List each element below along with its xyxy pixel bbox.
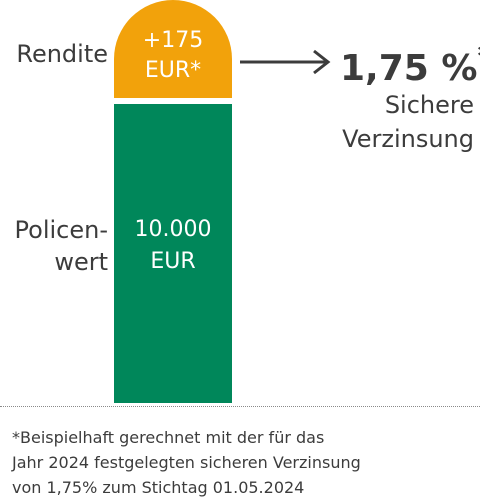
rendite-amount-unit: EUR*	[144, 58, 202, 83]
rendite-label: Rendite	[16, 40, 108, 68]
footnote-line2: Jahr 2024 festgelegten sicheren Verzinsu…	[12, 453, 361, 472]
rendite-amount: +175 EUR*	[114, 26, 232, 86]
rendite-amount-value: +175	[142, 28, 204, 53]
divider	[0, 406, 480, 407]
footnote-line1: *Beispielhaft gerechnet mit der für das	[12, 428, 325, 447]
rate-description: Sichere Verzinsung	[342, 88, 474, 156]
rate-number: 1,75 %	[340, 48, 478, 89]
policenwert-amount: 10.000 EUR	[114, 214, 232, 278]
policenwert-label-line2: wert	[54, 248, 108, 276]
footnote: *Beispielhaft gerechnet mit der für das …	[12, 425, 474, 500]
footnote-line3: von 1,75% zum Stichtag 01.05.2024	[12, 478, 305, 497]
rate-description-line1: Sichere	[384, 91, 474, 119]
policenwert-label-line1: Policen-	[14, 216, 108, 244]
rate-value: 1,75 %*	[340, 36, 480, 91]
arrow-right-icon	[240, 49, 331, 75]
infographic: Rendite Policen- wert +175 EUR* 10.000 E…	[15, 0, 480, 403]
rendite-block	[114, 0, 232, 98]
policenwert-block	[114, 104, 232, 403]
rate-footnote-marker: *	[477, 39, 480, 72]
policenwert-amount-value: 10.000	[134, 217, 212, 242]
policenwert-label: Policen- wert	[15, 214, 108, 278]
policenwert-amount-unit: EUR	[150, 249, 196, 274]
rate-description-line2: Verzinsung	[342, 125, 474, 153]
